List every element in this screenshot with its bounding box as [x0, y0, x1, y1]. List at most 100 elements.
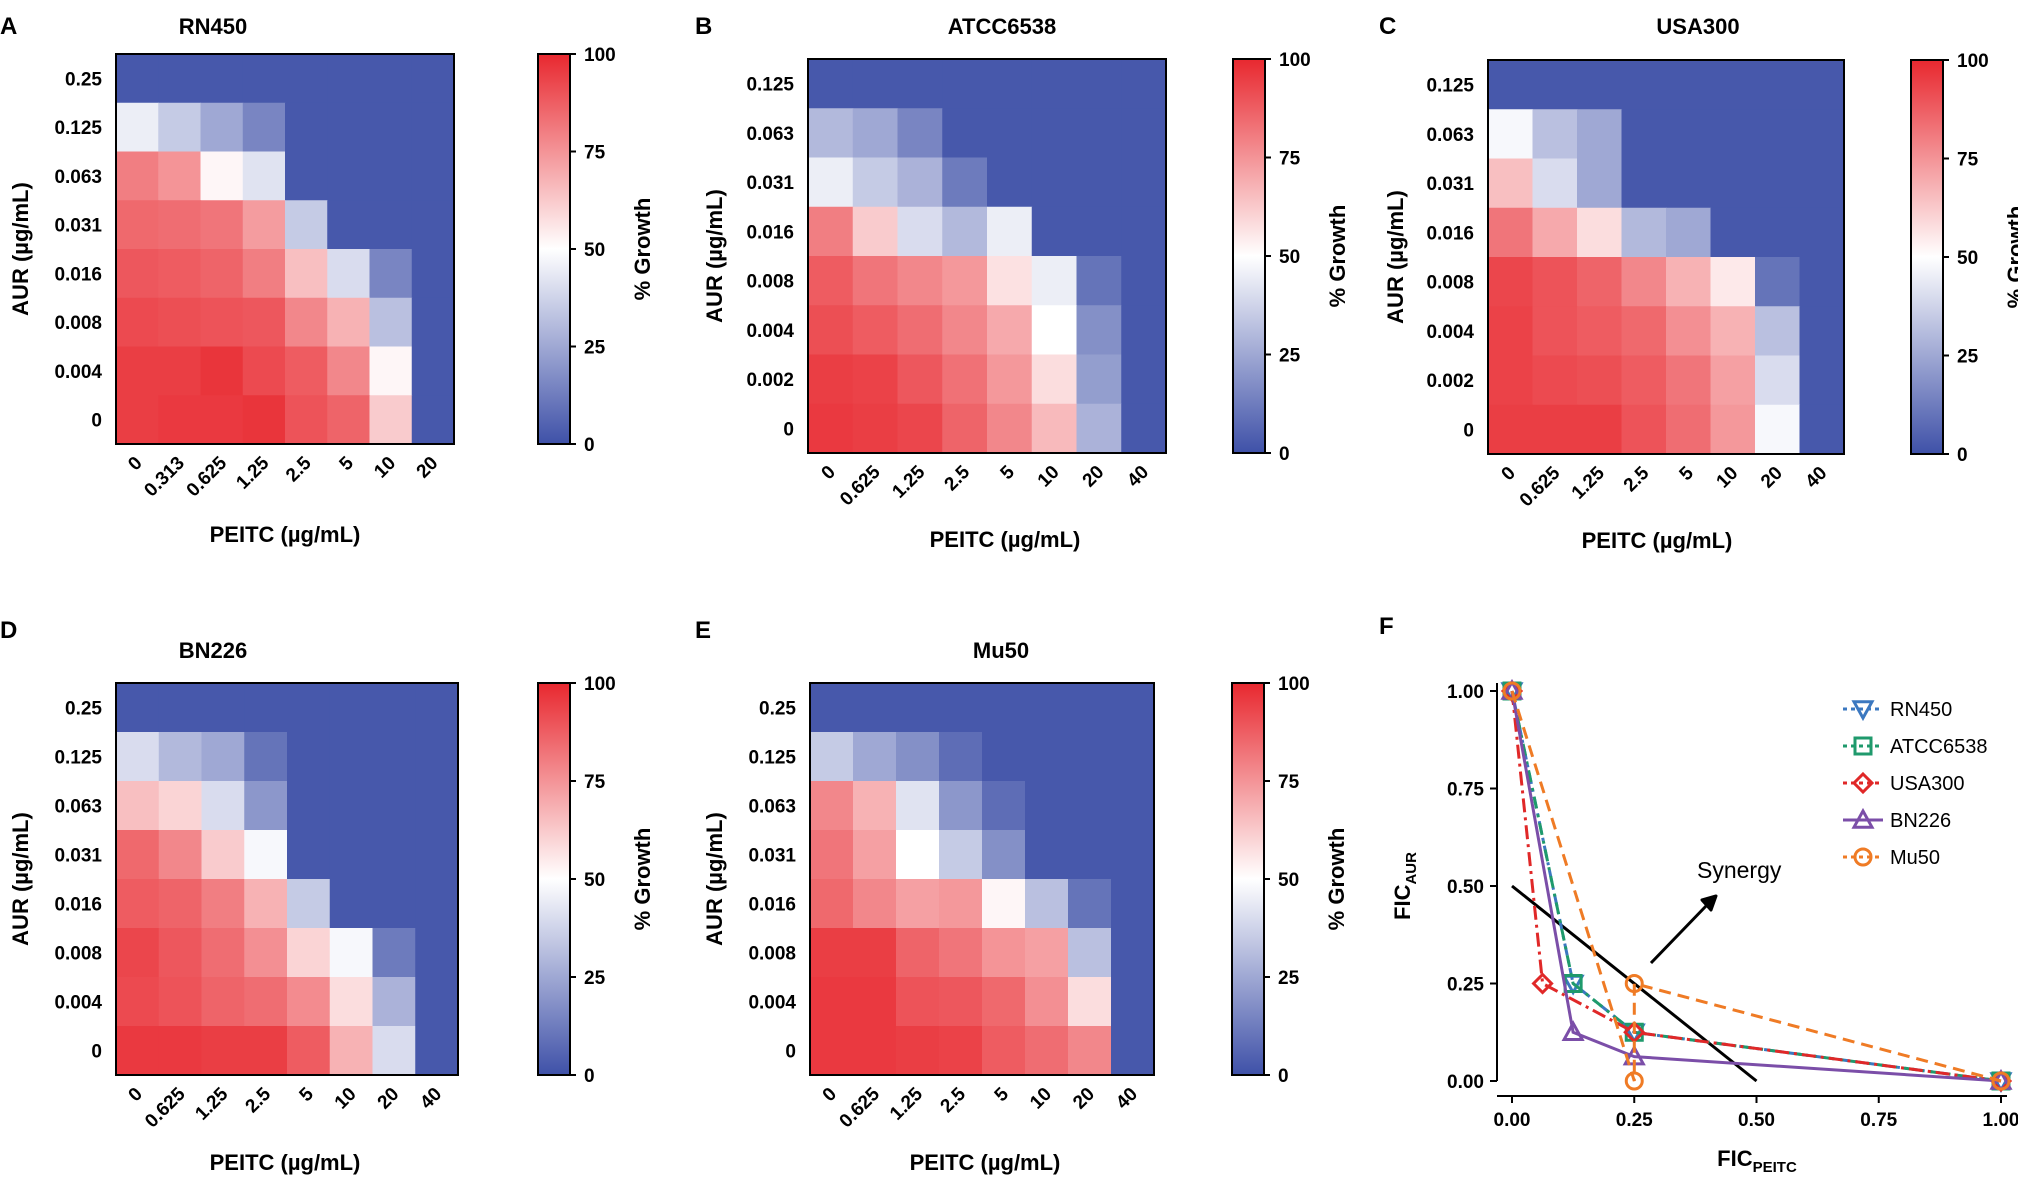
x-tick-label: 0	[125, 1084, 147, 1106]
heatmap-cell	[116, 683, 160, 733]
heatmap-cell	[1025, 928, 1069, 978]
heatmap-cell	[285, 297, 328, 348]
x-tick-label: 0.625	[183, 452, 232, 501]
heatmap-cell	[810, 1026, 854, 1076]
heatmap-cell	[116, 879, 160, 929]
heatmap-cell	[942, 59, 988, 109]
heatmap-cell	[1799, 158, 1845, 209]
panel-letter: A	[0, 13, 17, 40]
y-tick-label: 0.004	[748, 993, 796, 1014]
synergy-annotation: Synergy	[1697, 857, 1782, 883]
y-tick-label: 0.25	[65, 699, 102, 720]
heatmap-cell	[1121, 305, 1167, 356]
heatmap-cell	[1121, 206, 1167, 257]
colorbar-tick-label: 0	[1279, 444, 1290, 465]
heatmap-cell	[1799, 257, 1845, 307]
x-tick-label: 40	[1112, 1084, 1142, 1114]
y-tick-label: 0.031	[748, 846, 796, 867]
heatmap-cell	[810, 683, 854, 733]
heatmap-cell	[982, 879, 1026, 929]
heatmap-cell	[369, 151, 413, 201]
y-axis-label: AUR (µg/mL)	[8, 182, 33, 316]
heatmap-cell	[982, 683, 1026, 733]
heatmap-cell	[201, 1026, 245, 1076]
colorbar	[537, 53, 571, 445]
heatmap-cell	[1111, 830, 1155, 880]
heatmap-cell	[116, 151, 159, 201]
x-tick-label: 10	[1026, 1084, 1056, 1114]
y-tick-label: 0.75	[1447, 780, 1484, 801]
heatmap-cell	[327, 102, 371, 153]
heatmap-cell	[1068, 977, 1112, 1027]
heatmap-cell	[1031, 206, 1078, 257]
heatmap-cell	[372, 781, 416, 831]
heatmap-cell	[287, 1026, 331, 1076]
heatmap-cells	[116, 683, 459, 1076]
heatmap-cell	[852, 206, 899, 257]
x-tick-label: 0	[818, 462, 840, 484]
heatmap-cell	[244, 879, 288, 929]
heatmap-cell	[1076, 206, 1122, 257]
heatmap-cell	[1666, 109, 1712, 160]
colorbar-tick-label: 0	[1957, 445, 1968, 466]
heatmap-cell	[1621, 60, 1667, 110]
series-line	[1510, 690, 2002, 1083]
synergy-arrow-line	[1649, 903, 1709, 965]
colorbar-label: % Growth	[630, 828, 655, 931]
heatmap-frame	[115, 53, 455, 445]
heatmap-cell	[939, 977, 983, 1027]
heatmap-cell	[369, 346, 413, 396]
panel-letter: B	[695, 13, 712, 40]
heatmap-cell	[987, 59, 1033, 109]
x-tick-label: 2.5	[282, 452, 316, 486]
legend-label: Mu50	[1890, 847, 1940, 869]
x-tick-label: 0.25	[1616, 1110, 1653, 1131]
heatmap-cells	[116, 54, 455, 445]
heatmap-cell	[116, 200, 159, 250]
heatmap-cell	[982, 830, 1026, 880]
y-tick-label: 0.125	[54, 118, 102, 139]
heatmap-cell	[1111, 683, 1155, 733]
heatmap-cell	[1121, 157, 1167, 208]
heatmap-cell	[1532, 109, 1578, 160]
colorbar-tick-label: 50	[1957, 248, 1978, 269]
heatmap-cell	[369, 54, 413, 104]
heatmap-cell	[116, 1026, 160, 1076]
heatmap-cell	[415, 683, 459, 733]
heatmap-cell	[327, 151, 371, 201]
heatmap-cell	[939, 732, 983, 782]
y-tick-label: 0.25	[65, 69, 102, 90]
heatmap-cell	[1710, 355, 1756, 406]
colorbar-tick-label: 0	[584, 435, 595, 456]
colorbar-tick-label: 50	[1278, 870, 1299, 891]
x-tick-label: 5	[1676, 462, 1699, 485]
heatmap-cell	[1666, 60, 1712, 110]
y-tick-label: 0.063	[1426, 125, 1474, 146]
heatmap-cell	[1488, 355, 1534, 406]
panel-title: ATCC6538	[948, 14, 1056, 39]
heatmap-cell	[1111, 879, 1155, 929]
y-tick-label: 0.063	[748, 797, 796, 818]
y-tick-label: 0	[1463, 420, 1474, 441]
heatmap-cell	[369, 102, 413, 153]
x-tick-label: 2.5	[941, 461, 975, 495]
heatmap-cell	[158, 928, 203, 978]
heatmap-cell	[1532, 257, 1578, 307]
heatmap-cell	[1621, 404, 1667, 455]
heatmap-cell	[982, 1026, 1026, 1076]
heatmap-cell	[329, 977, 374, 1027]
x-axis-label: PEITC (µg/mL)	[1582, 528, 1733, 553]
heatmap-cell	[808, 354, 854, 405]
x-tick-label: 10	[1713, 463, 1743, 493]
heatmap-cell	[201, 830, 245, 880]
colorbar-tick-label: 100	[584, 674, 616, 695]
x-tick-label: 20	[1069, 1084, 1099, 1114]
heatmap-cell	[200, 151, 244, 201]
heatmap-cell	[329, 781, 374, 831]
heatmap-frame	[115, 682, 459, 1076]
heatmap-cell	[411, 200, 455, 250]
heatmap-cell	[1076, 305, 1122, 356]
series-ATCC6538: ATCC6538	[1502, 681, 2011, 1091]
panel-title: Mu50	[973, 638, 1029, 663]
heatmap-cell	[987, 354, 1033, 405]
